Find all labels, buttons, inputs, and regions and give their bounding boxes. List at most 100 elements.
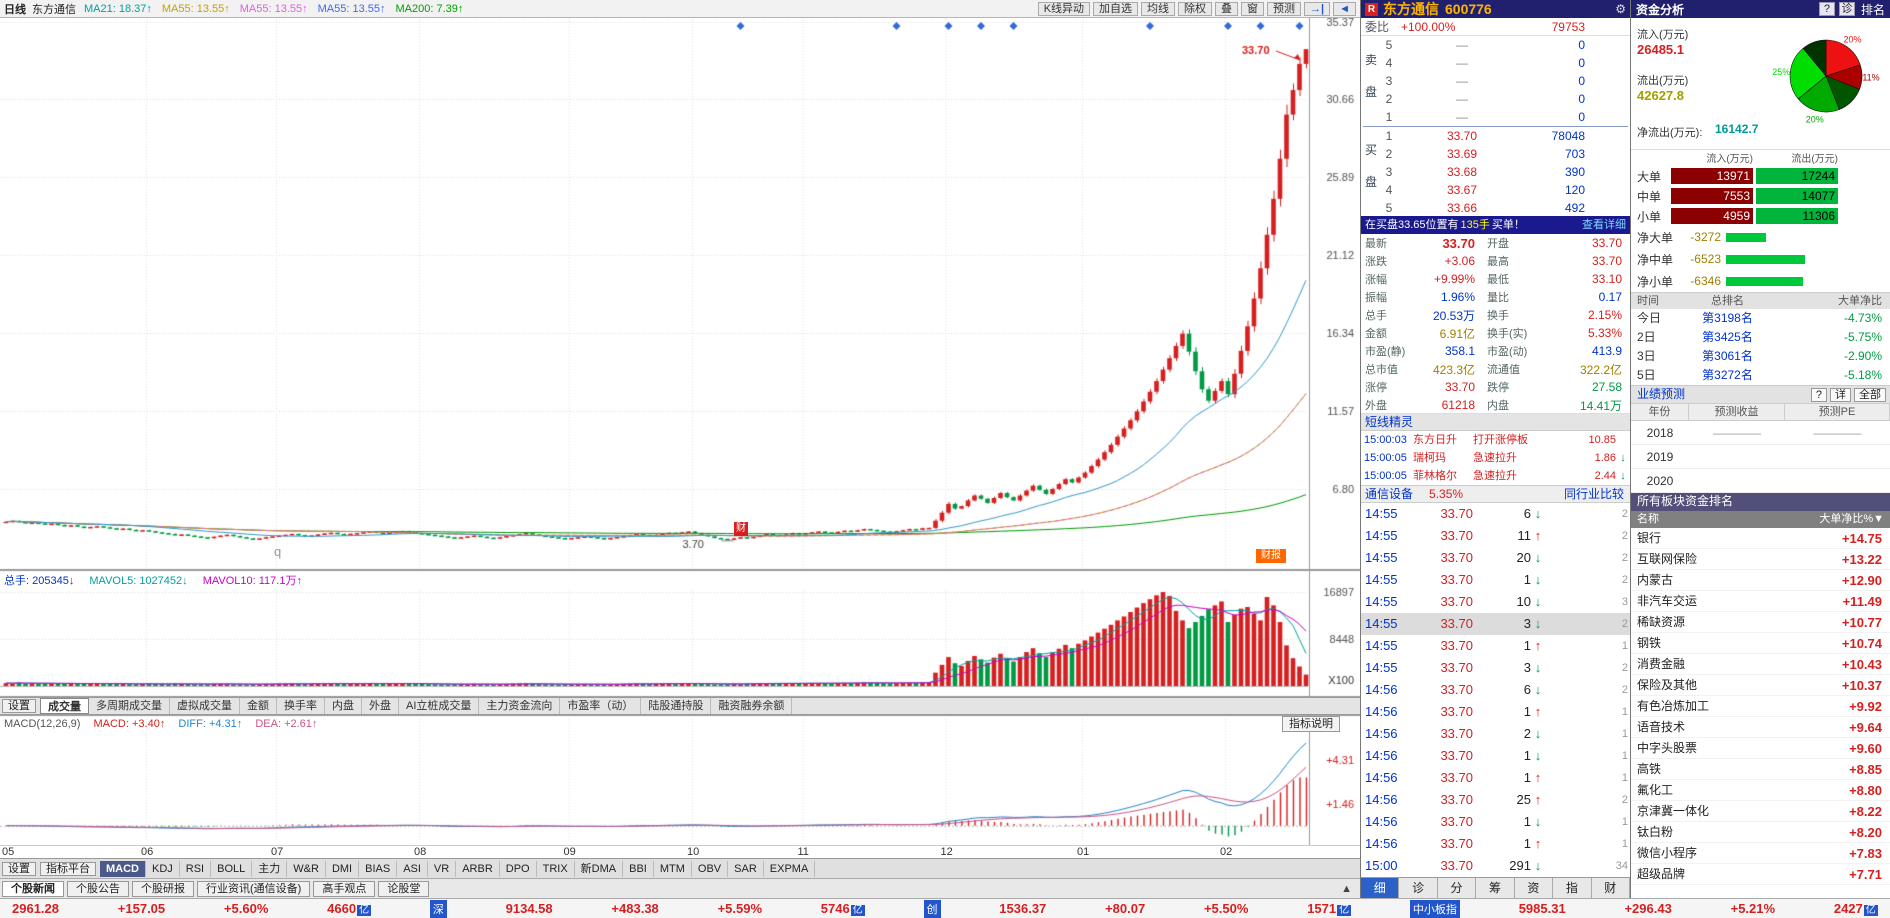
mini-tab-细[interactable]: 细 [1361, 878, 1400, 898]
mini-tab-财[interactable]: 财 [1591, 878, 1630, 898]
volume-tab-融资融券余额[interactable]: 融资融券余额 [711, 698, 793, 714]
toolbar-icon-button[interactable]: →| [1304, 1, 1331, 16]
sector-row[interactable]: 语音技术 +9.64 [1631, 717, 1890, 738]
volume-tab-陆股通持股[interactable]: 陆股通持股 [641, 698, 712, 714]
sell-row[interactable]: 4 — 0 [1361, 54, 1630, 72]
toolbar-button-窗[interactable]: 窗 [1241, 1, 1265, 16]
indicator-tab-RSI[interactable]: RSI [180, 860, 212, 877]
industry-link[interactable]: 通信设备 [1365, 487, 1414, 501]
indicator-tab-EXPMA[interactable]: EXPMA [764, 860, 816, 877]
indicator-tab-VR[interactable]: VR [428, 860, 457, 877]
indicator-tab-MTM[interactable]: MTM [654, 860, 692, 877]
volume-chart[interactable] [0, 570, 1360, 697]
buy-row[interactable]: 5 33.66 492 [1361, 199, 1630, 217]
news-tab-个股公告[interactable]: 个股公告 [67, 880, 129, 897]
indicator-tab-BIAS[interactable]: BIAS [359, 860, 398, 877]
index-label-创[interactable]: 创 [923, 899, 941, 918]
indicator-tab-KDJ[interactable]: KDJ [146, 860, 180, 877]
indicator-tab-MACD[interactable]: MACD [100, 860, 146, 877]
buy-row[interactable]: 2 33.69 703 [1361, 145, 1630, 163]
toolbar-button-K线异动[interactable]: K线异动 [1037, 1, 1091, 16]
sentinel-stock[interactable]: 东方日升 [1413, 434, 1457, 446]
news-tab-个股新闻[interactable]: 个股新闻 [2, 880, 64, 897]
sell-row[interactable]: 1 — 0 [1361, 108, 1630, 126]
indicator-tab-TRIX[interactable]: TRIX [537, 860, 575, 877]
toolbar-button-除权[interactable]: 除权 [1178, 1, 1213, 16]
indicator-tab-BOLL[interactable]: BOLL [211, 860, 253, 877]
industry-compare-link[interactable]: 同行业比较 [1563, 487, 1624, 501]
buy-row[interactable]: 4 33.67 120 [1361, 181, 1630, 199]
indicator-tab-OBV[interactable]: OBV [692, 860, 729, 877]
volume-tab-市盈率（动）[interactable]: 市盈率（动） [560, 698, 642, 714]
macd-chart[interactable] [0, 715, 1360, 845]
sector-row[interactable]: 保险及其他 +10.37 [1631, 675, 1890, 696]
sector-row[interactable]: 钛白粉 +8.20 [1631, 822, 1890, 843]
sector-row[interactable]: 稀缺资源 +10.77 [1631, 612, 1890, 633]
volume-tab-主力资金流向[interactable]: 主力资金流向 [479, 698, 561, 714]
volume-tab-换手率[interactable]: 换手率 [277, 698, 325, 714]
sentinel-stock[interactable]: 瑞柯玛 [1413, 452, 1446, 464]
sector-row[interactable]: 氟化工 +8.80 [1631, 780, 1890, 801]
sector-row[interactable]: 银行 +14.75 [1631, 528, 1890, 549]
sector-row[interactable]: 非汽车交运 +11.49 [1631, 591, 1890, 612]
indicator-tab-新DMA[interactable]: 新DMA [575, 860, 624, 877]
collapse-button[interactable]: ▲ [1341, 882, 1352, 895]
volume-tab-成交量[interactable]: 成交量 [40, 698, 89, 714]
forecast-button-全部[interactable]: 全部 [1854, 387, 1886, 402]
indicator-tab-ARBR[interactable]: ARBR [456, 860, 500, 877]
sector-row[interactable]: 有色冶炼加工 +9.92 [1631, 696, 1890, 717]
view-detail-link[interactable]: 查看详细 [1582, 219, 1626, 231]
toolbar-icon-button[interactable]: ◄ [1333, 1, 1356, 16]
sentinel-stock[interactable]: 菲林格尔 [1413, 470, 1457, 482]
gear-icon[interactable]: ⚙ [1615, 2, 1626, 16]
toolbar-button-加自选[interactable]: 加自选 [1093, 1, 1139, 16]
indicator-tab-主力[interactable]: 主力 [252, 860, 288, 877]
mini-tab-指[interactable]: 指 [1553, 878, 1592, 898]
volume-tab-虚拟成交量[interactable]: 虚拟成交量 [170, 698, 240, 714]
financial-report-badge[interactable]: 财 [734, 522, 748, 536]
sector-col-value[interactable]: 大单净比%▼ [1819, 513, 1884, 525]
indicator-tab-SAR[interactable]: SAR [728, 860, 764, 877]
volume-tab-AI立桩成交量[interactable]: AI立桩成交量 [399, 698, 480, 714]
sector-row[interactable]: 微信小程序 +7.83 [1631, 843, 1890, 864]
period-selector[interactable]: 日线 [4, 3, 26, 16]
indicator-help-button[interactable]: 指标说明 [1282, 716, 1340, 732]
sector-row[interactable]: 京津冀一体化 +8.22 [1631, 801, 1890, 822]
mini-tab-筹[interactable]: 筹 [1476, 878, 1515, 898]
forecast-button-?[interactable]: ? [1810, 387, 1827, 402]
sell-row[interactable]: 5 — 0 [1361, 36, 1630, 54]
mini-tab-分[interactable]: 分 [1437, 878, 1477, 898]
volume-tab-金额[interactable]: 金额 [240, 698, 277, 714]
sector-row[interactable]: 内蒙古 +12.90 [1631, 570, 1890, 591]
indicator-tab-BBI[interactable]: BBI [623, 860, 654, 877]
rank-button[interactable]: 排名 [1860, 2, 1885, 17]
mini-tab-诊[interactable]: 诊 [1399, 878, 1438, 898]
help-button[interactable]: ? [1818, 2, 1835, 16]
volume-tab-多周期成交量[interactable]: 多周期成交量 [89, 698, 170, 714]
toolbar-button-叠[interactable]: 叠 [1215, 1, 1239, 16]
index-label-深[interactable]: 深 [429, 899, 447, 918]
index-label-中小板指[interactable]: 中小板指 [1409, 899, 1460, 918]
sector-row[interactable]: 互联网保险 +13.22 [1631, 549, 1890, 570]
buy-row[interactable]: 1 33.70 78048 [1361, 127, 1630, 145]
kline-chart[interactable] [0, 18, 1360, 570]
report-event-badge[interactable]: 财报 [1256, 549, 1286, 563]
volume-tab-内盘[interactable]: 内盘 [325, 698, 362, 714]
indicator-platform-button[interactable]: 指标平台 [40, 861, 96, 876]
sector-row[interactable]: 钢铁 +10.74 [1631, 633, 1890, 654]
sector-row[interactable]: 中字头股票 +9.60 [1631, 738, 1890, 759]
indicator-settings-button[interactable]: 设置 [2, 861, 36, 876]
news-tab-个股研报[interactable]: 个股研报 [132, 880, 194, 897]
sector-row[interactable]: 超级品牌 +7.71 [1631, 864, 1890, 885]
indicator-tab-DPO[interactable]: DPO [500, 860, 537, 877]
sector-row[interactable]: 消费金融 +10.43 [1631, 654, 1890, 675]
news-tab-论股堂[interactable]: 论股堂 [378, 880, 430, 897]
volume-tab-外盘[interactable]: 外盘 [362, 698, 399, 714]
indicator-tab-W&R[interactable]: W&R [287, 860, 326, 877]
sector-row[interactable]: 高铁 +8.85 [1631, 759, 1890, 780]
volume-settings-button[interactable]: 设置 [2, 699, 36, 713]
sell-row[interactable]: 2 — 0 [1361, 90, 1630, 108]
toolbar-button-均线[interactable]: 均线 [1141, 1, 1176, 16]
indicator-tab-ASI[interactable]: ASI [397, 860, 428, 877]
diagnose-button[interactable]: 诊 [1838, 2, 1855, 16]
